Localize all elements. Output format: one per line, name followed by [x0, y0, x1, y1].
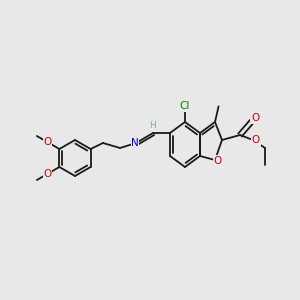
Text: O: O	[43, 169, 51, 179]
Text: H: H	[148, 122, 155, 130]
Text: Cl: Cl	[180, 101, 190, 111]
Text: O: O	[43, 137, 51, 147]
Text: O: O	[214, 156, 222, 166]
Text: N: N	[131, 138, 139, 148]
Text: O: O	[252, 135, 260, 145]
Text: O: O	[251, 113, 259, 123]
